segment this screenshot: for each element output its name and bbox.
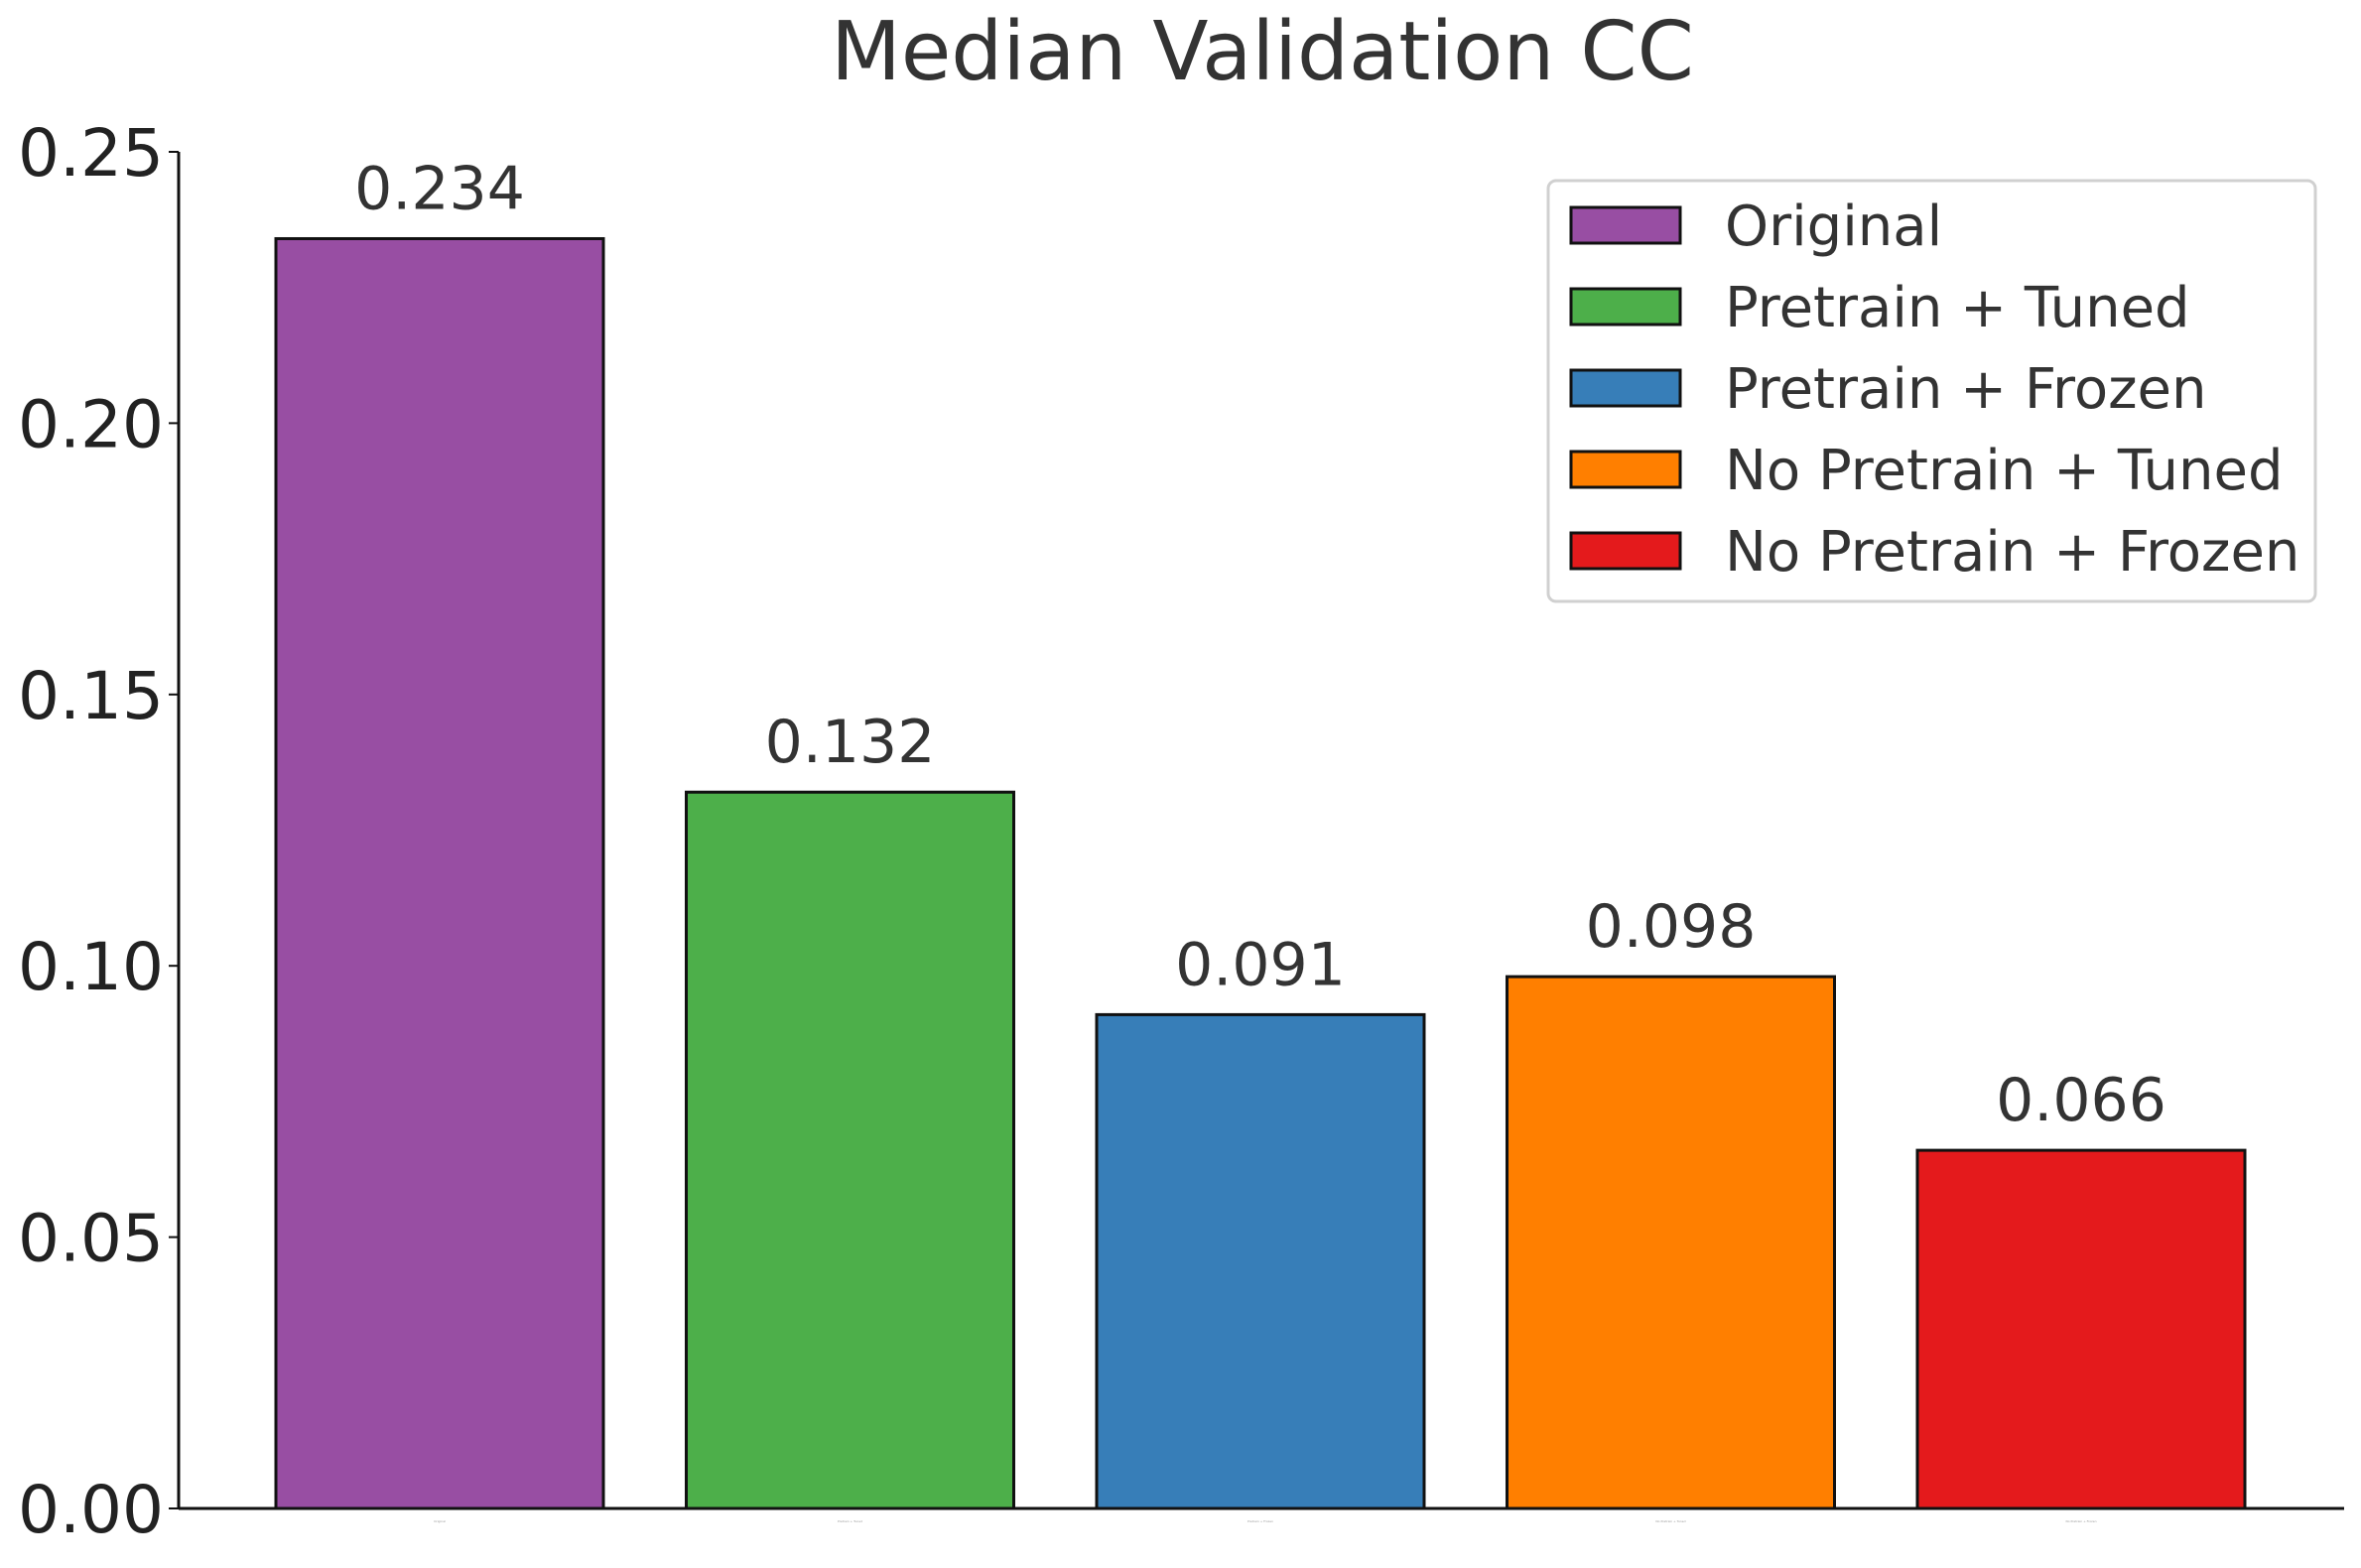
- legend-swatch-2: [1569, 287, 1682, 327]
- legend-label-1: Original: [1725, 195, 1942, 259]
- legend-swatch-5: [1569, 531, 1682, 571]
- bar-3: [1095, 1012, 1426, 1510]
- bar-2: [685, 790, 1015, 1510]
- bar-5: [1915, 1148, 2247, 1510]
- legend: Original Pretrain + Tuned Pretrain + Froze…: [1546, 179, 2317, 603]
- y-axis: 0.00 0.05 0.10 0.15 0.20 0.25: [18, 115, 181, 1548]
- value-label-2: 0.132: [765, 708, 936, 777]
- bar-1: [274, 236, 605, 1510]
- x-tick-label-4: No Pretrain + Tuned: [1655, 1519, 1685, 1523]
- x-tick-label-3: Pretrain + Frozen: [1247, 1519, 1273, 1523]
- y-tick-label-4: 0.15: [18, 658, 164, 734]
- value-label-5: 0.066: [1996, 1066, 2166, 1135]
- value-labels-layer: 0.234 0.132 0.091 0.098 0.066: [354, 154, 2166, 1135]
- value-label-4: 0.098: [1586, 892, 1757, 962]
- x-tick-label-2: Pretrain + Tuned: [838, 1519, 862, 1523]
- bars-layer: [274, 236, 2247, 1510]
- bar-4: [1506, 975, 1836, 1510]
- value-label-1: 0.234: [354, 154, 525, 223]
- x-axis: Original Pretrain + Tuned Pretrain + Froze…: [179, 1506, 2344, 1523]
- legend-label-2: Pretrain + Tuned: [1725, 276, 2190, 340]
- legend-label-5: No Pretrain + Frozen: [1725, 520, 2299, 585]
- legend-swatch-4: [1569, 450, 1682, 489]
- y-tick-label-6: 0.25: [18, 115, 164, 192]
- chart-title: Median Validation CC: [831, 5, 1694, 99]
- x-tick-label-5: No Pretrain + Frozen: [2065, 1519, 2096, 1523]
- legend-label-3: Pretrain + Frozen: [1725, 357, 2206, 422]
- y-tick-label-5: 0.20: [18, 386, 164, 462]
- y-tick-label-3: 0.10: [18, 929, 164, 1005]
- legend-label-4: No Pretrain + Tuned: [1725, 439, 2284, 503]
- legend-swatch-3: [1569, 368, 1682, 408]
- value-label-3: 0.091: [1175, 930, 1346, 999]
- legend-box: [1546, 179, 2317, 603]
- legend-swatch-1: [1569, 205, 1682, 245]
- y-tick-label-1: 0.00: [18, 1472, 164, 1548]
- y-tick-label-2: 0.05: [18, 1201, 164, 1277]
- x-tick-label-1: Original: [434, 1519, 446, 1523]
